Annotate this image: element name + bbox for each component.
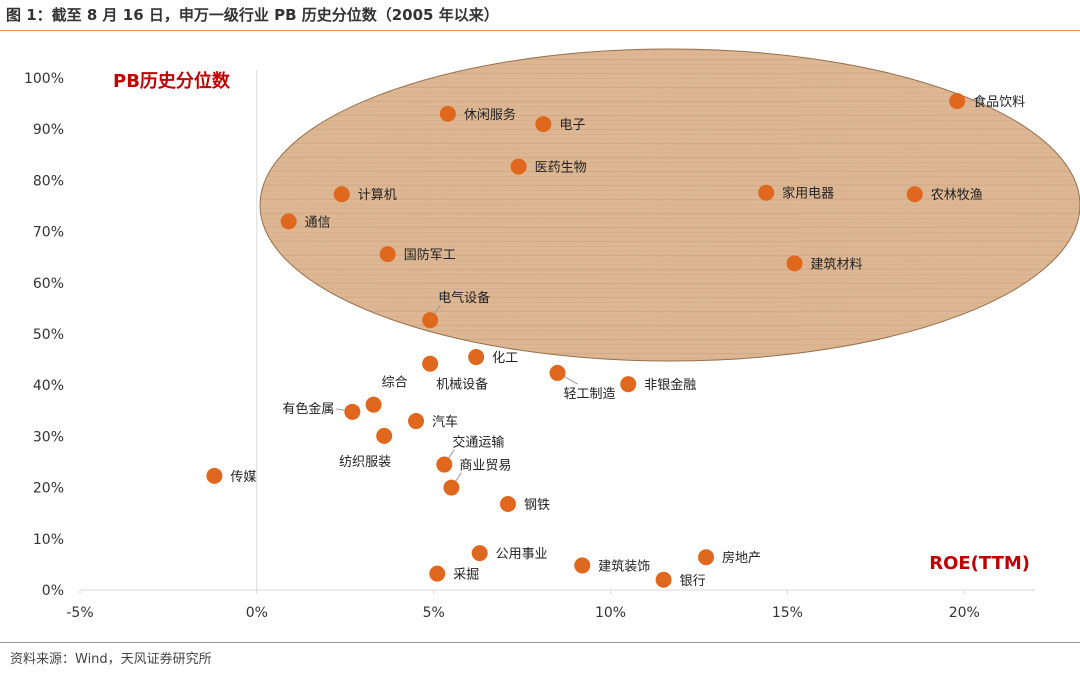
y-tick-label: 60% (33, 276, 64, 292)
x-tick-label: 20% (949, 605, 980, 621)
data-point-label: 公用事业 (496, 547, 548, 562)
data-point-label: 通信 (305, 215, 331, 230)
data-point-label: 有色金属 (282, 401, 334, 417)
data-point-label: 家用电器 (782, 186, 834, 202)
data-point (280, 213, 297, 230)
data-point (574, 557, 591, 574)
data-point-label: 电子 (559, 118, 585, 133)
title-divider (0, 30, 1080, 31)
data-point-label: 休闲服务 (464, 107, 516, 123)
data-point (379, 246, 396, 263)
x-tick-label: -5% (66, 605, 93, 621)
data-point (698, 549, 715, 566)
data-point (376, 427, 393, 444)
figure-title: 图 1：截至 8 月 16 日，申万一级行业 PB 历史分位数（2005 年以来… (6, 6, 499, 24)
data-point-label: 银行 (680, 574, 706, 589)
data-point-label: 机械设备 (436, 377, 488, 393)
data-point-label: 纺织服装 (339, 455, 391, 470)
data-point (443, 479, 460, 496)
y-tick-label: 0% (42, 583, 64, 599)
y-axis-title: PB历史分位数 (113, 70, 231, 92)
data-point-label: 综合 (382, 376, 408, 391)
data-point-label: 轻工制造 (564, 387, 616, 402)
data-point-label: 农林牧渔 (931, 188, 983, 203)
data-point-label: 医药生物 (535, 161, 587, 176)
data-point-label: 建筑装饰 (598, 558, 650, 574)
y-tick-label: 40% (33, 378, 64, 394)
data-point-label: 电气设备 (438, 290, 490, 306)
x-tick-label: 5% (423, 605, 445, 621)
data-point (758, 184, 775, 201)
data-point (206, 467, 223, 484)
data-point-label: 非银金融 (644, 377, 696, 393)
data-point (549, 364, 566, 381)
y-tick-label: 90% (33, 122, 64, 138)
data-point (436, 456, 453, 473)
y-tick-label: 30% (33, 429, 64, 445)
x-tick-label: 15% (772, 605, 803, 621)
data-point (949, 93, 966, 110)
data-point-label: 国防军工 (404, 247, 456, 263)
y-tick-label: 100% (24, 71, 64, 87)
y-tick-label: 70% (33, 225, 64, 241)
data-point (510, 158, 527, 175)
data-point-label: 食品饮料 (973, 94, 1025, 110)
y-tick-label: 50% (33, 327, 64, 343)
data-point-label: 化工 (492, 351, 518, 366)
x-tick-label: 0% (246, 605, 268, 621)
data-point (422, 312, 439, 329)
y-tick-label: 10% (33, 532, 64, 548)
data-point-label: 传媒 (230, 470, 256, 485)
data-point (620, 376, 637, 393)
data-point (471, 545, 488, 562)
data-point (333, 186, 350, 203)
data-point-label: 汽车 (432, 414, 458, 430)
tick-labels: 0%10%20%30%40%50%60%70%80%90%100%-5% 0% 5%… (24, 71, 980, 621)
data-point (535, 116, 552, 133)
data-point-label: 计算机 (358, 188, 397, 203)
y-tick-label: 20% (33, 481, 64, 497)
highlight-ellipse (259, 48, 1080, 362)
x-axis-title: ROE(TTM) (929, 553, 1030, 574)
data-point (344, 403, 361, 420)
data-point-label: 采掘 (453, 568, 479, 583)
scatter-chart: 0%10%20%30%40%50%60%70%80%90%100%-5% 0% 5%… (24, 48, 1080, 621)
data-point-label: 建筑材料 (810, 256, 862, 272)
footer-divider (0, 642, 1080, 643)
data-point-label: 房地产 (722, 550, 761, 566)
data-point (655, 571, 672, 588)
data-point (499, 495, 516, 512)
data-point-label: 钢铁 (524, 498, 550, 513)
y-tick-label: 80% (33, 173, 64, 189)
data-point (906, 186, 923, 203)
x-tick-label: 10% (595, 605, 626, 621)
data-point-label: 交通运输 (452, 435, 504, 451)
data-point (439, 105, 456, 122)
source-note: 资料来源：Wind，天风证券研究所 (10, 652, 212, 667)
data-point (408, 413, 425, 430)
data-point-label: 商业贸易 (459, 459, 511, 474)
axes (80, 70, 1035, 591)
data-point (365, 396, 382, 413)
data-point (468, 349, 485, 366)
data-point (422, 355, 439, 372)
data-point (786, 255, 803, 272)
data-point (429, 565, 446, 582)
